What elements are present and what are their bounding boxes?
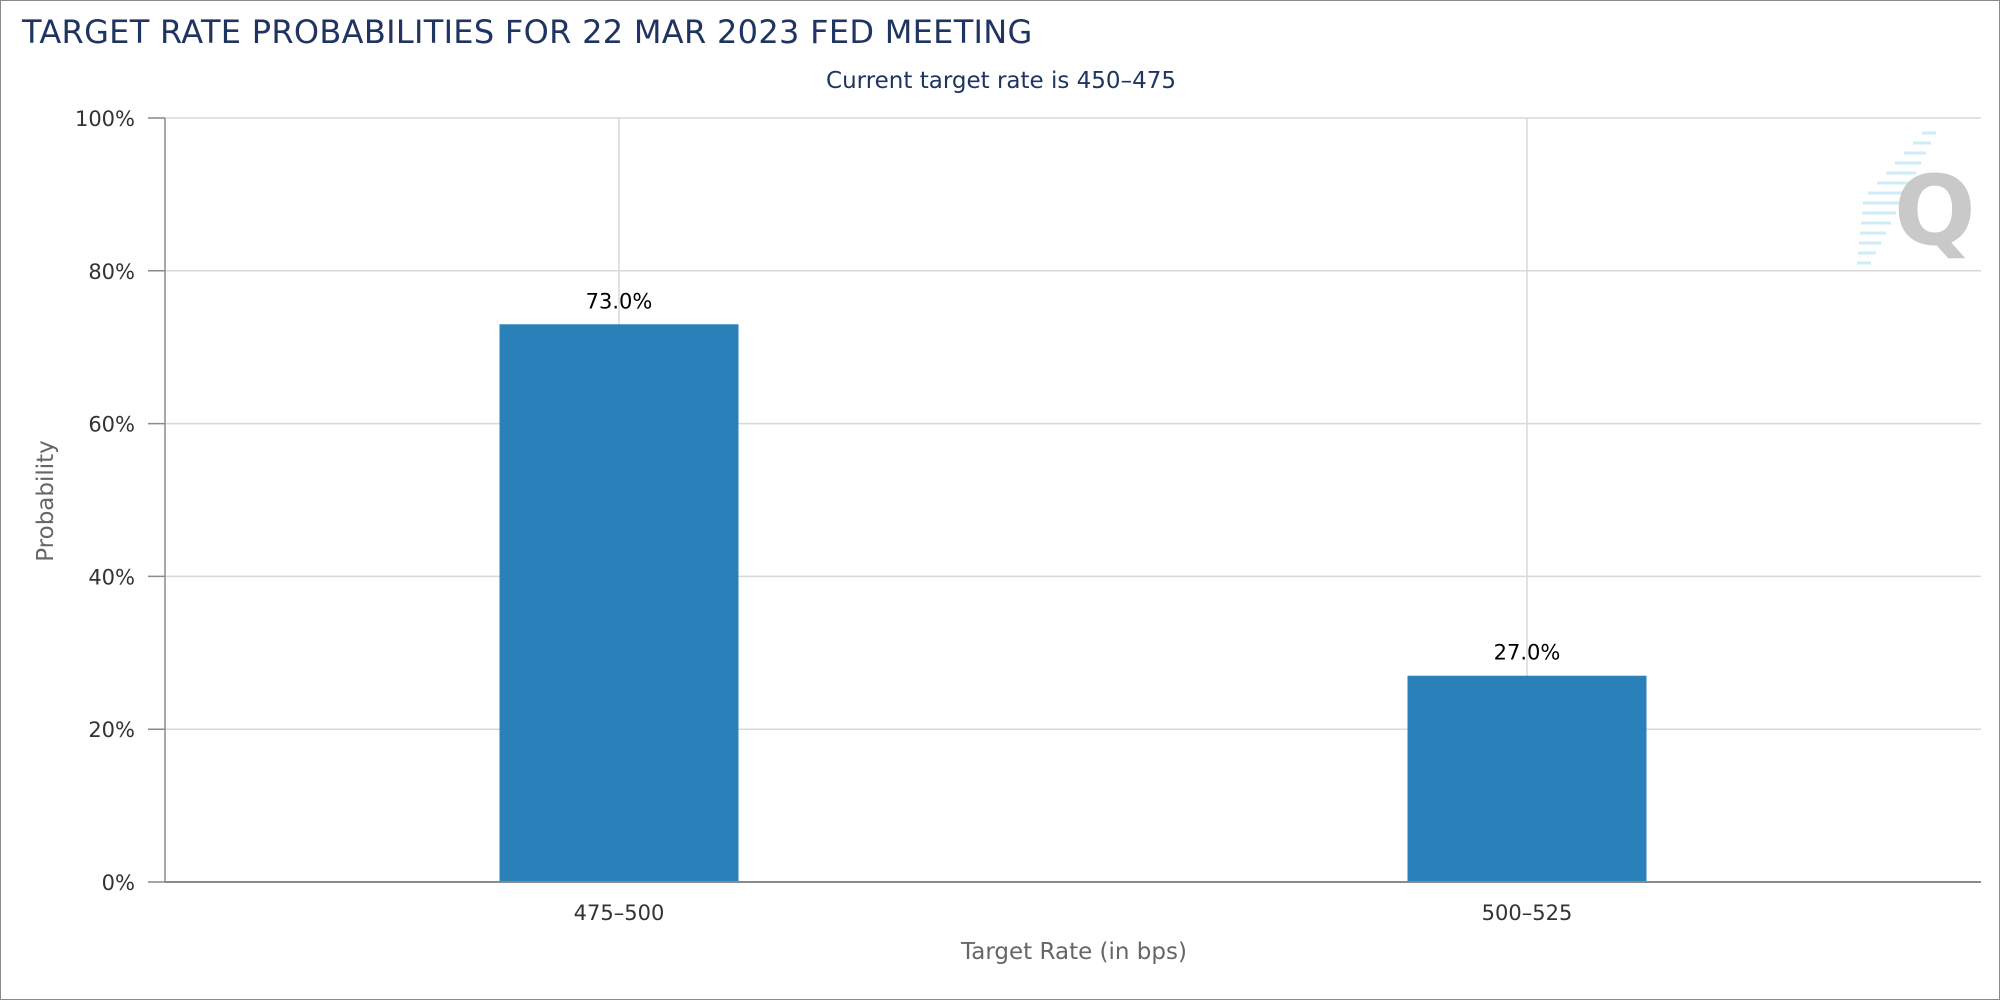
chart-subtitle: Current target rate is 450–475 — [826, 68, 1176, 94]
bar-data-label: 73.0% — [586, 289, 653, 313]
y-tick-label: 20% — [88, 718, 135, 742]
y-tick-label: 100% — [75, 107, 135, 131]
x-tick-label: 500–525 — [1482, 901, 1573, 925]
y-axis-title: Probability — [33, 440, 59, 562]
y-tick-label: 40% — [88, 565, 135, 589]
bars — [499, 324, 1647, 882]
y-tick-label: 80% — [88, 260, 135, 284]
y-tick-label: 0% — [102, 871, 135, 895]
chart-title: TARGET RATE PROBABILITIES FOR 22 MAR 202… — [22, 13, 1033, 51]
axes — [148, 117, 1981, 883]
gridlines — [165, 117, 1981, 882]
bar-data-label: 27.0% — [1494, 641, 1561, 665]
labels: 0% 20% 40% 60% 80% 100% 73.0% 475–500 27.0% 500–5… — [75, 107, 1572, 925]
x-tick-label: 475–500 — [574, 901, 665, 925]
bar — [499, 324, 739, 882]
svg-text:Q: Q — [1894, 155, 1976, 267]
y-tick-label: 60% — [88, 413, 135, 437]
cme-q-logo-icon: Q — [1857, 131, 1976, 267]
bar — [1407, 675, 1647, 882]
x-axis-title: Target Rate (in bps) — [960, 939, 1187, 965]
